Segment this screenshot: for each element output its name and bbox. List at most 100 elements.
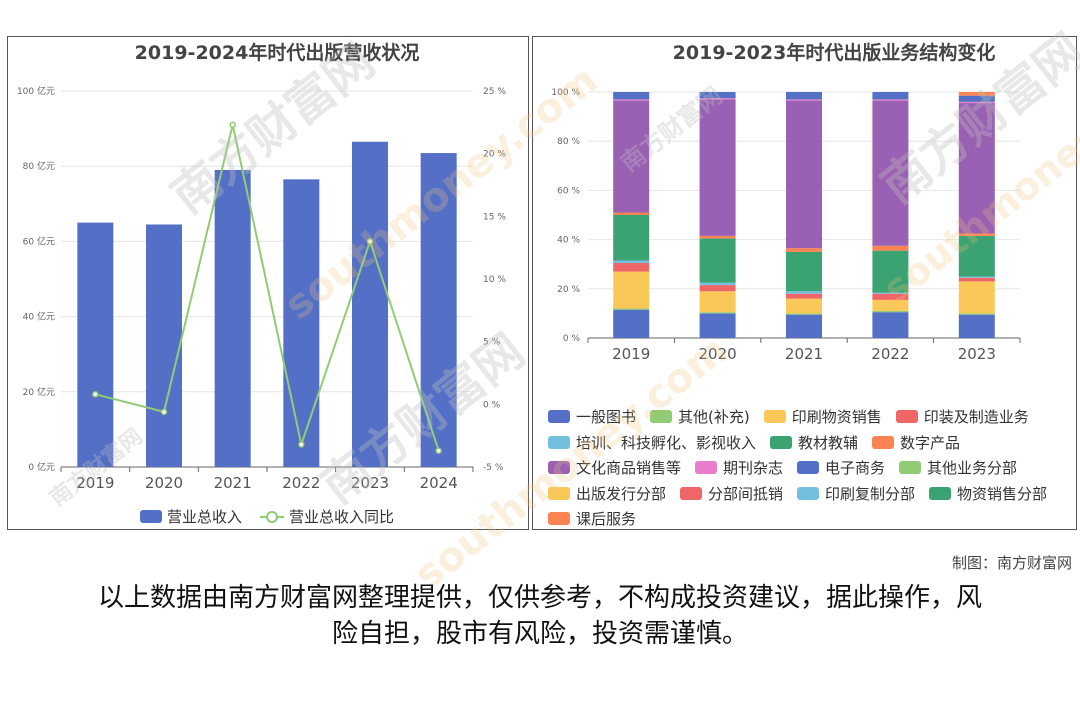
- stack-segment: [786, 92, 822, 100]
- x-tick-label: 2019: [76, 474, 114, 492]
- stack-segment: [786, 313, 822, 315]
- legend-label: 其他业务分部: [927, 459, 1018, 478]
- revenue-chart-panel: 2019-2024年时代出版营收状况 0 亿元 20 亿元 40 亿元 60 亿元 80 …: [7, 36, 529, 530]
- y-tick-label-right: -5 %: [483, 463, 504, 473]
- legend-label: 出版发行分部: [576, 484, 667, 503]
- y-tick-label-left: 80 亿元: [23, 160, 55, 172]
- stack-segment: [872, 299, 909, 311]
- y-tick-label-right: 5 %: [483, 338, 501, 348]
- x-tick-label: 2023: [958, 345, 996, 363]
- stack-segment: [958, 92, 995, 96]
- business-structure-chart-panel: 2019-2023年时代出版业务结构变化 0 % 20 % 40 % 60 % 80 % 1…: [532, 36, 1077, 530]
- stack-segment: [613, 100, 650, 213]
- stack-segment: [786, 99, 822, 101]
- stack-segment: [786, 293, 822, 299]
- y-tick-label-left: 20 亿元: [23, 386, 55, 398]
- revenue-bar: [214, 169, 251, 467]
- y-tick-label-left: 100 亿元: [17, 85, 55, 97]
- disclaimer-line-1: 以上数据由南方财富网整理提供，仅供参考，不构成投资建议，据此操作，风: [97, 583, 982, 613]
- stack-segment: [786, 100, 822, 249]
- x-tick-label: 2023: [351, 474, 389, 492]
- y-tick-label-left: 40 亿元: [23, 311, 55, 323]
- stack-segment: [699, 312, 736, 314]
- legend-label: 教材教辅: [798, 433, 859, 452]
- y-tick-label-left: 60 亿元: [23, 235, 55, 247]
- stack-segment: [958, 281, 995, 314]
- stack-segment: [786, 314, 822, 338]
- y-tick-label-right: 20 %: [483, 150, 506, 160]
- stack-segment: [699, 238, 736, 283]
- yoy-point: [229, 121, 236, 129]
- stack-segment: [958, 235, 995, 277]
- yoy-point: [160, 408, 168, 416]
- stack-segment: [958, 101, 995, 104]
- legend-row: 培训、科技孵化、影视收入 教材教辅 数字产品: [548, 430, 1068, 456]
- stack-segment: [786, 248, 822, 252]
- legend-item: 教材教辅: [770, 432, 858, 453]
- legend-label: 其他(补充): [678, 408, 750, 427]
- legend-label: 印刷物资销售: [791, 408, 882, 427]
- x-tick-label: 2021: [785, 345, 823, 363]
- legend-swatch: [895, 410, 918, 424]
- legend-item: 分部间抵销: [680, 483, 783, 504]
- legend-item: 印刷复制分部: [797, 483, 915, 504]
- stack-segment: [872, 100, 909, 246]
- legend-swatch: [548, 435, 570, 449]
- legend-item: 其他(补充): [650, 406, 750, 427]
- stack-segment: [699, 291, 736, 313]
- revenue-chart: 2019-2024年时代出版营收状况 0 亿元 20 亿元 40 亿元 60 亿元 80 …: [17, 41, 506, 526]
- legend-item: 一般图书: [548, 406, 636, 427]
- y-tick-label: 100 %: [551, 88, 580, 98]
- legend-swatch: [763, 410, 786, 424]
- chart-title: 2019-2024年时代出版营收状况: [135, 41, 420, 64]
- legend-item: 培训、科技孵化、影视收入: [548, 432, 756, 453]
- legend-swatch: [548, 486, 570, 500]
- legend-label: 印装及制造业务: [923, 408, 1029, 427]
- stack-segment: [613, 99, 650, 101]
- stack-segment: [958, 103, 995, 234]
- legend-item: 电子商务: [797, 457, 885, 478]
- legend-label: 营业总收入: [167, 508, 242, 526]
- revenue-bar: [146, 224, 182, 467]
- stack-segment: [613, 260, 650, 263]
- revenue-bar: [420, 153, 457, 467]
- revenue-bar: [77, 222, 114, 467]
- chart-title: 2019-2023年时代出版业务结构变化: [673, 41, 996, 64]
- stack-segment: [699, 99, 736, 236]
- x-tick-label: 2021: [214, 474, 252, 492]
- disclaimer: 以上数据由南方财富网整理提供，仅供参考，不构成投资建议，据此操作，风 险自担，股…: [0, 580, 1080, 652]
- stack-segment: [958, 314, 995, 338]
- legend-swatch: [797, 461, 820, 475]
- legend-label: 分部间抵销: [708, 484, 784, 503]
- stack-segment: [613, 92, 650, 100]
- stack-segment: [872, 312, 909, 338]
- stack-segment: [872, 245, 909, 251]
- y-tick-label: 80 %: [557, 137, 580, 147]
- stack-segment: [613, 271, 650, 309]
- legend-row: 出版发行分部 分部间抵销 印刷复制分部 物资销售分部: [548, 481, 1068, 507]
- stack-segment: [872, 250, 909, 293]
- stack-segment: [958, 313, 995, 315]
- legend-label: 物资销售分部: [957, 484, 1048, 503]
- legend-label: 一般图书: [576, 408, 637, 427]
- legend-row: 文化商品销售等 期刊杂志 电子商务 其他业务分部: [548, 455, 1068, 481]
- y-tick-label-right: 10 %: [483, 275, 506, 285]
- stack-segment: [613, 309, 650, 338]
- disclaimer-line-2: 险自担，股市有风险，投资需谨慎。: [331, 619, 748, 649]
- stack-segment: [699, 235, 736, 239]
- stack-segment: [872, 92, 909, 100]
- x-tick-label: 2020: [145, 474, 183, 492]
- x-tick-label: 2020: [699, 345, 737, 363]
- stack-segment: [699, 313, 736, 338]
- stack-segment: [958, 276, 995, 278]
- legend-row: 课后服务: [548, 506, 1068, 532]
- stack-segment: [786, 291, 822, 294]
- legend-swatch: [770, 435, 793, 449]
- stack-segment: [958, 95, 995, 102]
- legend-swatch: [548, 461, 570, 475]
- yoy-line: [95, 124, 440, 452]
- legend-label: 印刷复制分部: [825, 484, 916, 503]
- legend-swatch: [797, 486, 820, 500]
- legend-item: 数字产品: [872, 432, 960, 453]
- y-tick-label: 0 %: [563, 334, 581, 344]
